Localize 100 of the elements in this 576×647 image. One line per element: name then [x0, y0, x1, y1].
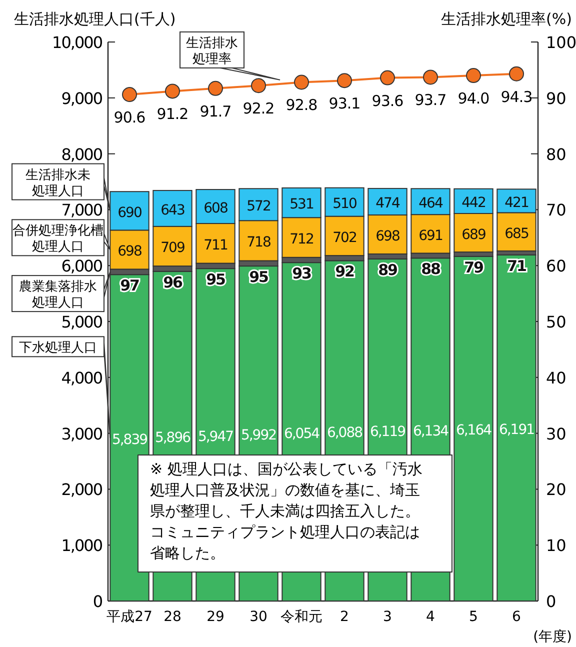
data-label: 698 — [118, 244, 142, 260]
data-label: 6,088 — [326, 424, 362, 441]
data-label: 5,992 — [240, 428, 276, 444]
y-tick-label: 5,000 — [61, 312, 103, 332]
y2-tick-label: 80 — [546, 144, 566, 164]
point — [294, 74, 309, 90]
y-tick-label: 9,000 — [61, 88, 103, 108]
series-label: 生活排水未処理人口 — [26, 168, 90, 199]
data-label: 93 — [292, 264, 312, 283]
y-tick-label: 0 — [92, 592, 103, 611]
x-tick-label: 3 — [383, 609, 392, 625]
data-label: 5,947 — [198, 428, 234, 445]
data-label: 474 — [376, 196, 400, 212]
y-tick-label: 2,000 — [61, 480, 103, 500]
data-label: 6,134 — [412, 424, 450, 440]
point — [122, 87, 137, 102]
data-label: 93.6 — [372, 92, 404, 110]
data-label: 93.1 — [328, 94, 360, 113]
data-label: 6,119 — [370, 424, 406, 440]
y-tick-label: 3,000 — [61, 424, 103, 444]
data-label: 92.8 — [286, 96, 318, 114]
data-label: 6,164 — [456, 422, 492, 439]
data-label: 94.0 — [458, 90, 490, 108]
data-label: 97 — [120, 276, 140, 295]
y2-tick-label: 60 — [546, 256, 566, 276]
data-label: 698 — [376, 228, 400, 244]
point — [208, 80, 223, 96]
data-label: 464 — [418, 196, 444, 212]
data-label: 71 — [507, 256, 526, 275]
y2-axis-title: 生活排水処理率(%) — [441, 10, 572, 28]
point — [165, 84, 180, 99]
annotation: ※ 処理人口は、国が公表している「汚水処理人口普及状況」の数値を基に、埼玉県が整理し、千人未満は四捨五入した。コミュニティプラント処理人口の表記は省略した。 — [150, 460, 422, 562]
x-tick-label: 6 — [512, 609, 522, 625]
y2-tick-label: 30 — [546, 424, 566, 444]
data-label: 691 — [418, 228, 442, 244]
point — [251, 78, 266, 94]
data-label: 96 — [163, 273, 182, 292]
data-label: 643 — [160, 202, 184, 218]
data-label: 442 — [462, 195, 486, 212]
x-tick-label: 5 — [469, 609, 478, 625]
data-label: 5,896 — [154, 430, 192, 446]
x-tick-label: 29 — [206, 609, 224, 625]
y-tick-label: 10,000 — [52, 33, 103, 52]
y-tick-label: 8,000 — [61, 144, 103, 164]
data-label: 531 — [290, 196, 314, 213]
point — [423, 70, 438, 85]
data-label: 93.7 — [414, 91, 446, 110]
x-axis-title: (年度) — [533, 629, 572, 645]
point — [509, 66, 524, 82]
y-tick-label: 7,000 — [61, 200, 103, 220]
x-tick-label: 28 — [164, 609, 182, 625]
data-label: 89 — [378, 260, 398, 279]
x-tick-label: 4 — [426, 609, 436, 625]
data-label: 95 — [249, 268, 268, 286]
x-tick-label: 30 — [250, 609, 268, 625]
point — [337, 73, 352, 88]
y2-tick-label: 100 — [546, 33, 576, 52]
data-label: 5,839 — [112, 432, 148, 448]
y2-tick-label: 70 — [546, 200, 566, 220]
data-label: 702 — [332, 230, 356, 246]
data-label: 6,191 — [498, 422, 534, 438]
data-label: 421 — [504, 194, 528, 211]
bar — [454, 256, 494, 602]
data-label: 94.3 — [500, 88, 532, 106]
note: ※ 処理人口は、国が公表している「汚水処理人口普及状況」の数値を基に、埼玉県が整理し、千人未満は四捨五入した。コミュニティプラント処理人口の表記は省略した。 — [138, 454, 452, 572]
data-label: 608 — [204, 200, 228, 217]
data-label: 91.2 — [156, 105, 188, 124]
x-tick-label: 2 — [340, 609, 349, 625]
data-label: 90.6 — [114, 108, 146, 127]
series-label: 生活排水処理率 — [186, 36, 238, 67]
series-label: 農業集落排水処理人口 — [19, 280, 97, 311]
x-tick-label: 令和元 — [280, 609, 322, 625]
data-label: 6,054 — [284, 426, 320, 442]
data-label: 709 — [160, 240, 184, 256]
point — [466, 68, 481, 84]
data-label: 689 — [462, 226, 486, 243]
x-tick-label: 平成27 — [106, 609, 152, 625]
data-label: 92.2 — [242, 100, 274, 118]
data-label: 510 — [332, 196, 356, 212]
series-label: 下水処理人口 — [19, 340, 97, 356]
chart-title: 生活排水処理人口(千人) — [14, 10, 176, 28]
y2-tick-label: 90 — [546, 88, 566, 108]
data-label: 712 — [290, 231, 314, 248]
data-label: 711 — [204, 237, 228, 254]
y2-tick-label: 0 — [546, 592, 556, 611]
y2-tick-label: 10 — [546, 536, 566, 556]
data-label: 91.7 — [200, 102, 232, 120]
data-label: 88 — [421, 260, 440, 278]
bar — [496, 254, 536, 602]
y2-tick-label: 40 — [546, 368, 566, 388]
y2-tick-label: 50 — [546, 312, 566, 332]
data-label: 690 — [118, 204, 142, 221]
data-label: 685 — [504, 226, 528, 242]
data-label: 92 — [335, 262, 354, 281]
y2-tick-label: 20 — [546, 480, 566, 500]
data-label: 79 — [464, 258, 484, 276]
y-tick-label: 4,000 — [61, 368, 103, 388]
data-label: 572 — [246, 198, 270, 215]
data-label: 95 — [206, 270, 226, 289]
point — [380, 70, 395, 86]
